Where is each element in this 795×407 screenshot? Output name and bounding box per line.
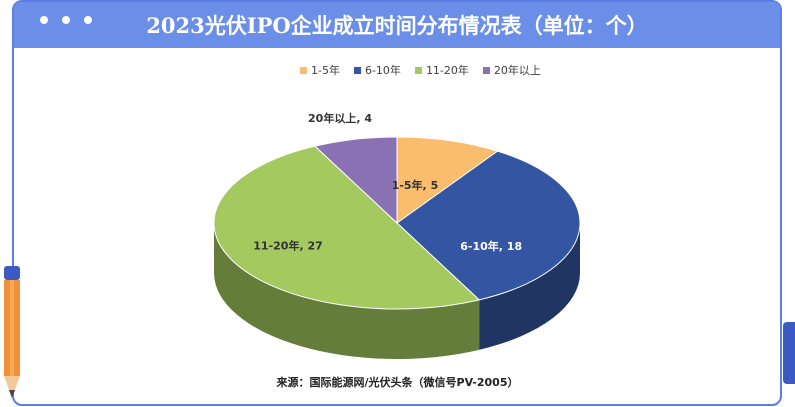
- window-dots: [40, 16, 92, 24]
- source-note: 来源：国际能源网/光伏头条（微信号PV-2005）: [276, 376, 519, 389]
- legend-item: 1-5年: [300, 62, 340, 78]
- header-bar: 2023光伏IPO企业成立时间分布情况表（单位：个）: [14, 2, 780, 48]
- pie-slice-0: [396, 136, 499, 224]
- legend-item: 20年以上: [482, 62, 541, 78]
- dot-icon: [84, 16, 92, 24]
- data-label-0: 1-5年, 5: [392, 178, 439, 192]
- legend-label: 1-5年: [311, 64, 340, 77]
- pie-top: [214, 136, 581, 310]
- data-label-1: 6-10年, 18: [460, 239, 522, 253]
- dot-icon: [62, 16, 70, 24]
- dot-icon: [40, 16, 48, 24]
- legend-item: 11-20年: [414, 62, 469, 78]
- legend-swatch: [353, 66, 361, 74]
- legend-label: 11-20年: [425, 64, 469, 77]
- pie-side-1: [479, 223, 580, 350]
- legend-label: 6-10年: [364, 64, 401, 77]
- legend-label: 20年以上: [493, 64, 541, 77]
- legend-swatch: [482, 66, 490, 74]
- side-tab: [783, 322, 795, 384]
- pie-slice-1: [396, 150, 581, 301]
- pencil-icon: [4, 266, 20, 398]
- pie-slice-2: [214, 145, 481, 310]
- legend-swatch: [414, 66, 422, 74]
- pie-slice-3: [313, 136, 398, 225]
- chart-legend: 1-5年 6-10年 11-20年 20年以上: [300, 62, 541, 78]
- chart-title: 2023光伏IPO企业成立时间分布情况表（单位：个）: [146, 13, 648, 38]
- data-label-3: 20年以上, 4: [308, 111, 372, 125]
- legend-swatch: [300, 66, 307, 74]
- legend-item: 6-10年: [353, 62, 401, 78]
- data-label-2: 11-20年, 27: [253, 238, 323, 252]
- pie-side-2: [214, 223, 480, 359]
